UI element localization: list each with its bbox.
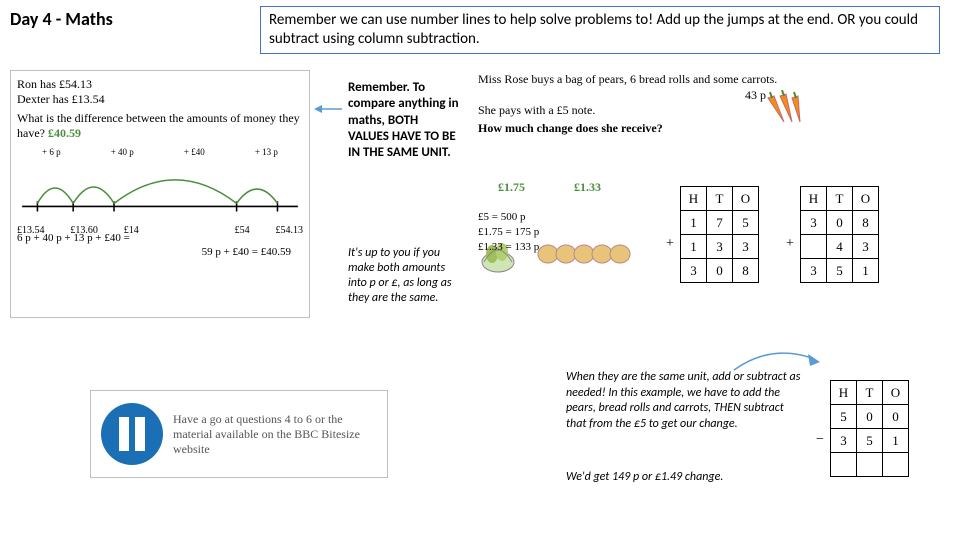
- carrots-icon: [762, 90, 808, 126]
- jump-label: + 13 p: [255, 147, 278, 157]
- conversion-list: £5 = 500 p £1.75 = 175 p £1.33 = 133 p: [478, 210, 568, 255]
- bread-price: £1.33: [574, 180, 601, 196]
- pause-box: Have a go at questions 4 to 6 or the mat…: [90, 390, 388, 478]
- explain-text-2: We'd get 149 p or £1.49 change.: [566, 470, 806, 484]
- hto-table-3: HTO 500 351: [830, 380, 909, 477]
- page-title: Day 4 - Maths: [10, 8, 113, 30]
- mark-label: £54.13: [276, 225, 304, 236]
- hto-table-1: HTO 175 133 308: [680, 186, 759, 283]
- carrot-price: 43 p: [478, 88, 798, 104]
- jump-label: + 40 p: [111, 147, 134, 157]
- remember-box: Remember we can use number lines to help…: [260, 6, 940, 54]
- ron-line: Ron has £54.13: [17, 77, 303, 92]
- number-line: + 6 p + 40 p + £40 + 13 p £13.54 £: [17, 147, 303, 225]
- mark-label: £54: [235, 225, 250, 236]
- jump-label: + £40: [184, 147, 205, 157]
- number-line-svg: [17, 147, 303, 225]
- left-answer: £40.59: [48, 126, 81, 140]
- right-line1: Miss Rose buys a bag of pears, 6 bread r…: [478, 72, 798, 88]
- mark-label: £14: [124, 225, 139, 236]
- mark-label: £13.60: [70, 225, 98, 236]
- conv-line: £5 = 500 p: [478, 210, 568, 225]
- mark-label: £13.54: [17, 225, 45, 236]
- pause-icon: [101, 403, 163, 465]
- operator-plus: +: [666, 236, 674, 252]
- dexter-line: Dexter has £13.54: [17, 92, 303, 107]
- left-problem: Ron has £54.13 Dexter has £13.54 What is…: [10, 70, 310, 318]
- arrow-icon: [314, 100, 342, 110]
- conv-line: £1.33 = 133 p: [478, 240, 568, 255]
- operator-minus: −: [816, 432, 824, 448]
- sum-line: 59 p + £40 = £40.59: [17, 245, 303, 259]
- conv-line: £1.75 = 175 p: [478, 225, 568, 240]
- hto-table-2: HTO 308 43 351: [800, 186, 879, 283]
- pause-text: Have a go at questions 4 to 6 or the mat…: [173, 412, 377, 457]
- right-line2: She pays with a £5 note.: [478, 103, 798, 119]
- mid-tip: It's up to you if you make both amounts …: [348, 246, 466, 306]
- jump-label: + 6 p: [42, 147, 61, 157]
- pear-price: £1.75: [498, 180, 525, 196]
- explain-text-1: When they are the same unit, add or subt…: [566, 370, 806, 432]
- right-question: How much change does she receive?: [478, 121, 798, 137]
- mid-remember: Remember. To compare anything in maths, …: [348, 80, 460, 161]
- operator-plus: +: [786, 236, 794, 252]
- right-problem: Miss Rose buys a bag of pears, 6 bread r…: [478, 72, 798, 194]
